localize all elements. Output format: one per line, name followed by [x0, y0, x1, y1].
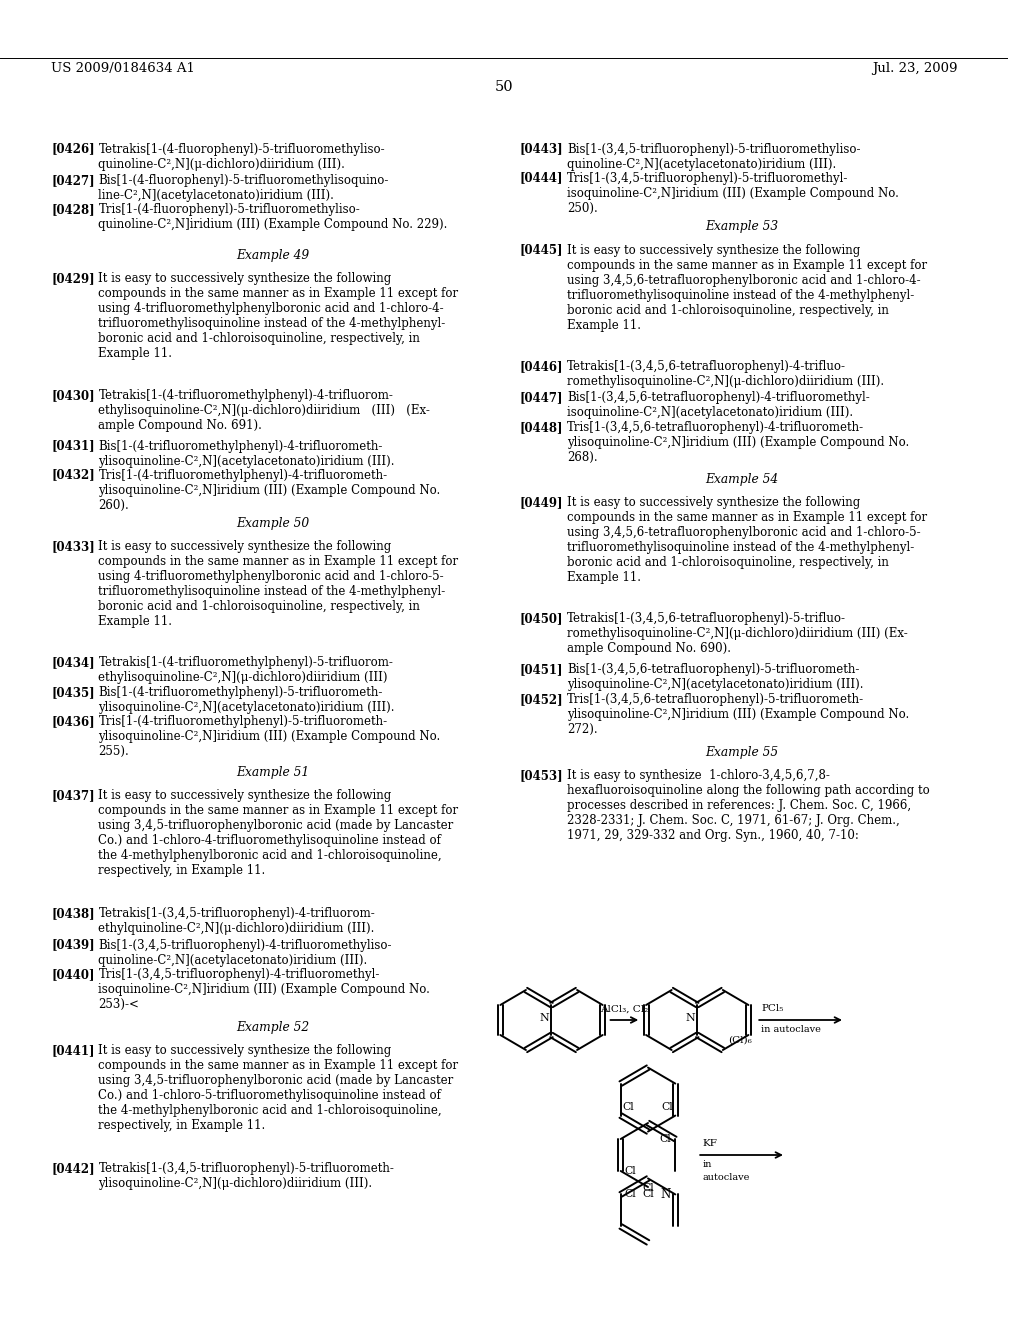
Text: autoclave: autoclave [702, 1173, 750, 1181]
Text: It is easy to successively synthesize the following
compounds in the same manner: It is easy to successively synthesize th… [98, 272, 459, 360]
Text: Bis[1-(3,4,5,6-tetrafluorophenyl)-5-trifluorometh-
ylisoquinoline-C²,N](acetylac: Bis[1-(3,4,5,6-tetrafluorophenyl)-5-trif… [567, 663, 864, 692]
Text: [0444]: [0444] [520, 172, 563, 185]
Text: Tetrakis[1-(3,4,5,6-tetrafluorophenyl)-5-trifluo-
romethylisoquinoline-C²,N](μ-d: Tetrakis[1-(3,4,5,6-tetrafluorophenyl)-5… [567, 612, 908, 655]
Text: [0435]: [0435] [51, 686, 95, 700]
Text: Cl: Cl [659, 1134, 672, 1144]
Text: It is easy to successively synthesize the following
compounds in the same manner: It is easy to successively synthesize th… [98, 1044, 459, 1133]
Text: Jul. 23, 2009: Jul. 23, 2009 [871, 62, 957, 75]
Text: Cl: Cl [642, 1189, 653, 1200]
Text: Cl: Cl [642, 1184, 654, 1193]
Text: N: N [660, 1188, 671, 1201]
Text: Tetrakis[1-(3,4,5-trifluorophenyl)-4-trifluorom-
ethylquinoline-C²,N](μ-dichloro: Tetrakis[1-(3,4,5-trifluorophenyl)-4-tri… [98, 907, 375, 935]
Text: Tris[1-(3,4,5-trifluorophenyl)-5-trifluoromethyl-
isoquinoline-C²,N]iridium (III: Tris[1-(3,4,5-trifluorophenyl)-5-trifluo… [567, 172, 899, 215]
Text: Bis[1-(3,4,5,6-tetrafluorophenyl)-4-trifluoromethyl-
isoquinoline-C²,N](acetylac: Bis[1-(3,4,5,6-tetrafluorophenyl)-4-trif… [567, 391, 870, 420]
Text: Bis[1-(4-trifluoromethylphenyl)-5-trifluorometh-
ylisoquinoline-C²,N](acetylacet: Bis[1-(4-trifluoromethylphenyl)-5-triflu… [98, 686, 395, 714]
Text: [0438]: [0438] [51, 907, 95, 920]
Text: Example 49: Example 49 [237, 248, 309, 261]
Text: [0448]: [0448] [520, 421, 563, 434]
Text: [0443]: [0443] [520, 143, 563, 156]
Text: [0440]: [0440] [51, 969, 94, 981]
Text: [0453]: [0453] [520, 768, 563, 781]
Text: [0430]: [0430] [51, 388, 95, 401]
Text: Cl: Cl [625, 1166, 636, 1176]
Text: Tris[1-(3,4,5,6-tetrafluorophenyl)-4-trifluorometh-
ylisoquinoline-C²,N]iridium : Tris[1-(3,4,5,6-tetrafluorophenyl)-4-tri… [567, 421, 909, 465]
Text: Tris[1-(3,4,5-trifluorophenyl)-4-trifluoromethyl-
isoquinoline-C²,N]iridium (III: Tris[1-(3,4,5-trifluorophenyl)-4-trifluo… [98, 969, 430, 1011]
Text: [0434]: [0434] [51, 656, 95, 669]
Text: US 2009/0184634 A1: US 2009/0184634 A1 [51, 62, 196, 75]
Text: Tris[1-(4-trifluoromethylphenyl)-4-trifluorometh-
ylisoquinoline-C²,N]iridium (I: Tris[1-(4-trifluoromethylphenyl)-4-trifl… [98, 469, 440, 512]
Text: [0436]: [0436] [51, 715, 95, 729]
Text: Bis[1-(3,4,5-trifluorophenyl)-5-trifluoromethyliso-
quinoline-C²,N](acetylaceton: Bis[1-(3,4,5-trifluorophenyl)-5-trifluor… [567, 143, 861, 170]
Text: [0452]: [0452] [520, 693, 563, 706]
Text: [0437]: [0437] [51, 789, 95, 803]
Text: [0433]: [0433] [51, 540, 95, 553]
Text: [0445]: [0445] [520, 243, 563, 256]
Text: [0426]: [0426] [51, 143, 95, 156]
Text: It is easy to synthesize  1-chloro-3,4,5,6,7,8-
hexafluoroisoquinoline along the: It is easy to synthesize 1-chloro-3,4,5,… [567, 768, 930, 842]
Text: [0446]: [0446] [520, 359, 563, 372]
Text: Tris[1-(3,4,5,6-tetrafluorophenyl)-5-trifluorometh-
ylisoquinoline-C²,N]iridium : Tris[1-(3,4,5,6-tetrafluorophenyl)-5-tri… [567, 693, 909, 737]
Text: (Cl)₆: (Cl)₆ [728, 1036, 752, 1045]
Text: [0449]: [0449] [520, 495, 563, 508]
Text: [0439]: [0439] [51, 939, 95, 952]
Text: Tris[1-(4-fluorophenyl)-5-trifluoromethyliso-
quinoline-C²,N]iridium (III) (Exam: Tris[1-(4-fluorophenyl)-5-trifluoromethy… [98, 203, 447, 231]
Text: Tetrakis[1-(3,4,5-trifluorophenyl)-5-trifluorometh-
ylisoquinoline-C²,N](μ-dichl: Tetrakis[1-(3,4,5-trifluorophenyl)-5-tri… [98, 1162, 394, 1191]
Text: KF: KF [702, 1139, 717, 1148]
Text: It is easy to successively synthesize the following
compounds in the same manner: It is easy to successively synthesize th… [567, 243, 928, 331]
Text: Bis[1-(4-trifluoromethylphenyl)-4-trifluorometh-
ylisoquinoline-C²,N](acetylacet: Bis[1-(4-trifluoromethylphenyl)-4-triflu… [98, 440, 395, 467]
Text: Cl: Cl [625, 1189, 636, 1200]
Text: [0447]: [0447] [520, 391, 563, 404]
Text: It is easy to successively synthesize the following
compounds in the same manner: It is easy to successively synthesize th… [98, 540, 459, 628]
Text: Tris[1-(4-trifluoromethylphenyl)-5-trifluorometh-
ylisoquinoline-C²,N]iridium (I: Tris[1-(4-trifluoromethylphenyl)-5-trifl… [98, 715, 440, 759]
Text: Example 55: Example 55 [705, 746, 778, 759]
Text: AlCl₃, Cl₂: AlCl₃, Cl₂ [600, 1005, 648, 1014]
Text: [0427]: [0427] [51, 174, 95, 187]
Text: Example 52: Example 52 [237, 1022, 309, 1034]
Text: It is easy to successively synthesize the following
compounds in the same manner: It is easy to successively synthesize th… [98, 789, 459, 878]
Text: Bis[1-(3,4,5-trifluorophenyl)-4-trifluoromethyliso-
quinoline-C²,N](acetylaceton: Bis[1-(3,4,5-trifluorophenyl)-4-trifluor… [98, 939, 392, 966]
Text: Tetrakis[1-(4-trifluoromethylphenyl)-5-trifluorom-
ethylisoquinoline-C²,N](μ-dic: Tetrakis[1-(4-trifluoromethylphenyl)-5-t… [98, 656, 393, 684]
Text: [0441]: [0441] [51, 1044, 94, 1057]
Text: Example 50: Example 50 [237, 517, 309, 531]
Text: Example 54: Example 54 [705, 473, 778, 486]
Text: It is easy to successively synthesize the following
compounds in the same manner: It is easy to successively synthesize th… [567, 495, 928, 583]
Text: [0442]: [0442] [51, 1162, 95, 1175]
Text: [0431]: [0431] [51, 440, 95, 453]
Text: N: N [685, 1012, 695, 1023]
Text: Bis[1-(4-fluorophenyl)-5-trifluoromethylisoquino-
line-C²,N](acetylacetonato)iri: Bis[1-(4-fluorophenyl)-5-trifluoromethyl… [98, 174, 389, 202]
Text: in autoclave: in autoclave [761, 1026, 821, 1034]
Text: Cl: Cl [623, 1102, 635, 1111]
Text: Tetrakis[1-(3,4,5,6-tetrafluorophenyl)-4-trifluo-
romethylisoquinoline-C²,N](μ-d: Tetrakis[1-(3,4,5,6-tetrafluorophenyl)-4… [567, 359, 885, 388]
Text: Example 51: Example 51 [237, 766, 309, 779]
Text: Tetrakis[1-(4-fluorophenyl)-5-trifluoromethyliso-
quinoline-C²,N](μ-dichloro)dii: Tetrakis[1-(4-fluorophenyl)-5-trifluorom… [98, 143, 385, 170]
Text: [0429]: [0429] [51, 272, 95, 285]
Text: in: in [702, 1160, 712, 1170]
Text: [0428]: [0428] [51, 203, 95, 216]
Text: Cl: Cl [662, 1102, 674, 1111]
Text: [0451]: [0451] [520, 663, 563, 676]
Text: [0450]: [0450] [520, 612, 563, 624]
Text: PCl₅: PCl₅ [761, 1005, 783, 1012]
Text: [0432]: [0432] [51, 469, 95, 482]
Text: Example 53: Example 53 [705, 220, 778, 234]
Text: N: N [540, 1012, 550, 1023]
Text: Tetrakis[1-(4-trifluoromethylphenyl)-4-trifluorom-
ethylisoquinoline-C²,N](μ-dic: Tetrakis[1-(4-trifluoromethylphenyl)-4-t… [98, 388, 430, 432]
Text: 50: 50 [495, 81, 514, 94]
